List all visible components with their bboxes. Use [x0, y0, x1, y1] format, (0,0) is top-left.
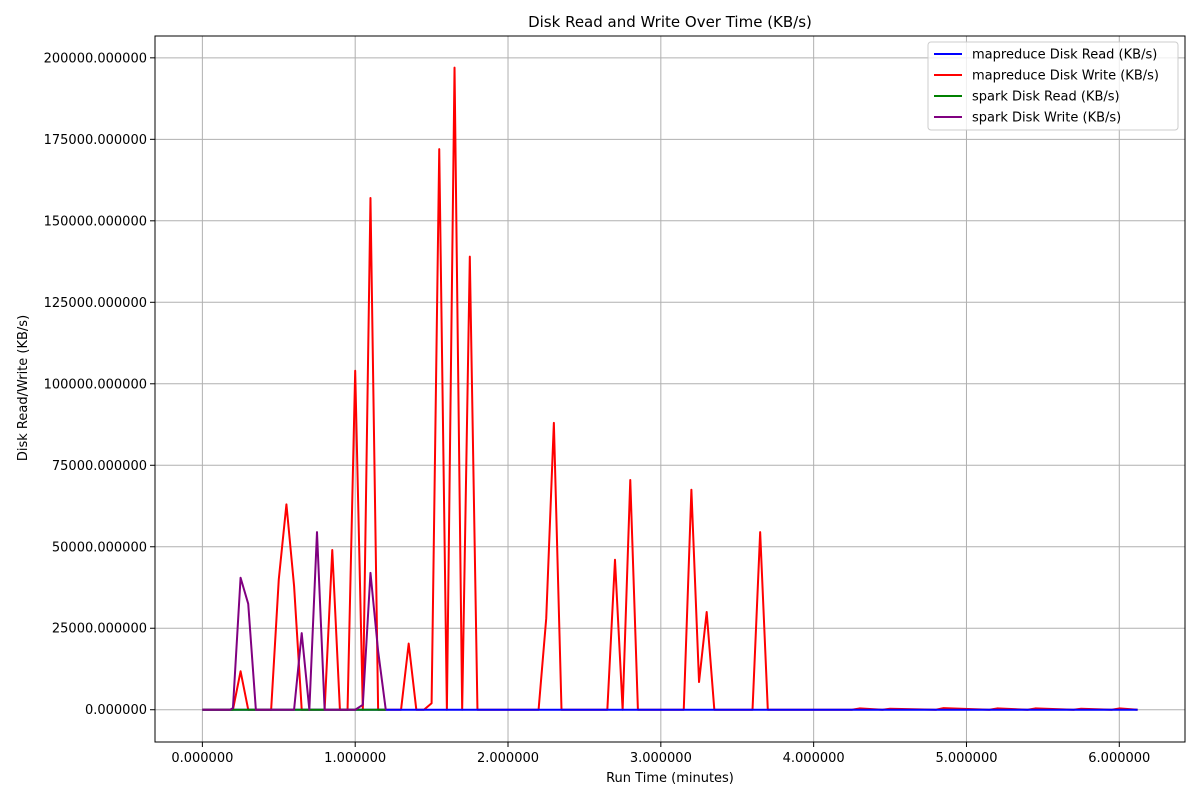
x-tick-label: 2.000000 [477, 751, 539, 766]
x-axis: 0.000000 1.000000 2.000000 3.000000 4.000000… [171, 742, 1150, 766]
y-tick-label: 100000.000000 [44, 377, 147, 392]
legend-label: spark Disk Read (KB/s) [972, 90, 1120, 105]
plot-frame [154, 35, 1186, 743]
y-axis: 0.000000 25000.000000 50000.000000 75000.00… [44, 51, 155, 718]
y-tick-label: 150000.000000 [44, 214, 147, 229]
y-axis-title: Disk Read/Write (KB/s) [16, 315, 31, 461]
x-tick-label: 1.000000 [324, 751, 386, 766]
plot-area [154, 35, 1186, 743]
x-tick-label: 4.000000 [783, 751, 845, 766]
series-layer [202, 66, 1138, 711]
y-tick-label: 50000.000000 [52, 540, 147, 555]
x-tick-label: 5.000000 [935, 751, 997, 766]
chart-title: Disk Read and Write Over Time (KB/s) [528, 13, 812, 31]
x-axis-title: Run Time (minutes) [606, 771, 734, 786]
x-tick-label: 0.000000 [171, 751, 233, 766]
series-line-3 [202, 531, 387, 711]
legend-label: mapreduce Disk Read (KB/s) [972, 48, 1157, 63]
x-tick-label: 3.000000 [630, 751, 692, 766]
y-tick-label: 25000.000000 [52, 622, 147, 637]
y-tick-label: 0.000000 [85, 703, 147, 718]
legend-box [927, 41, 1179, 131]
y-tick-label: 175000.000000 [44, 133, 147, 148]
y-tick-label: 200000.000000 [44, 51, 147, 66]
legend-label: mapreduce Disk Write (KB/s) [972, 69, 1159, 84]
y-tick-label: 75000.000000 [52, 459, 147, 474]
y-tick-label: 125000.000000 [44, 296, 147, 311]
legend-label: spark Disk Write (KB/s) [972, 111, 1121, 126]
legend: mapreduce Disk Read (KB/s) mapreduce Disk… [927, 41, 1179, 131]
x-tick-label: 6.000000 [1088, 751, 1150, 766]
